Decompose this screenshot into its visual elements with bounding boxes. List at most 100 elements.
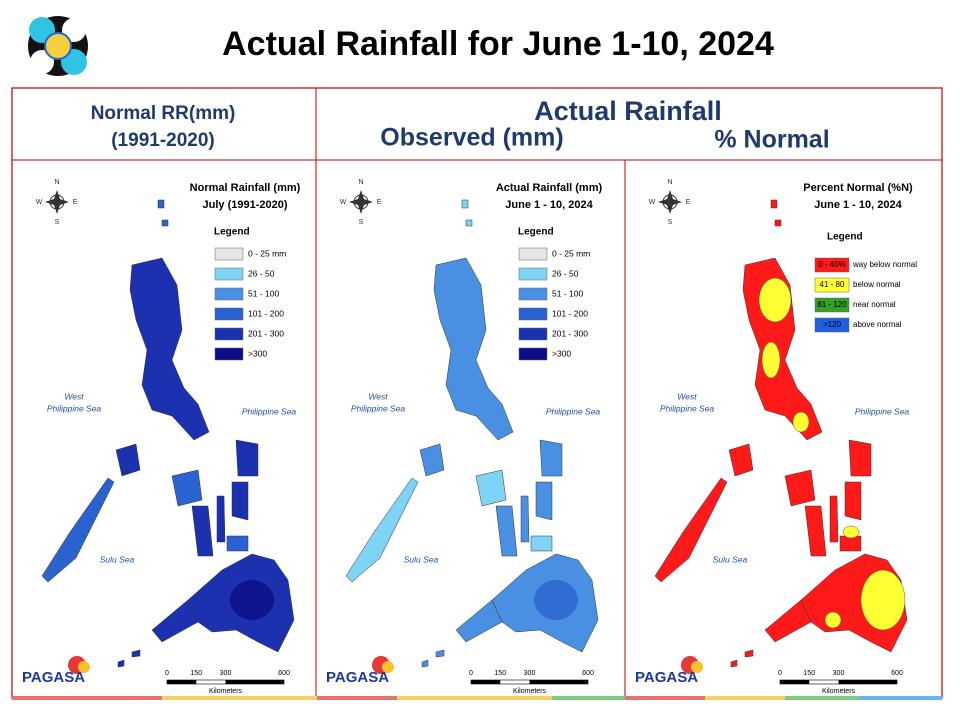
legend-label: 201 - 300 xyxy=(248,328,284,338)
legend-label: 101 - 200 xyxy=(248,308,284,318)
legend-swatch xyxy=(518,267,548,281)
header-normal: Normal RR(mm) xyxy=(91,103,236,124)
legend-label: >120 xyxy=(823,320,842,329)
island xyxy=(151,599,199,643)
island xyxy=(784,469,816,507)
compass-label: E xyxy=(73,199,78,206)
logo-mark xyxy=(691,661,703,673)
compass-ring xyxy=(662,194,678,210)
header-percent: % Normal xyxy=(714,126,829,154)
island xyxy=(157,199,169,227)
compass-label: N xyxy=(358,179,363,186)
legend-label: >300 xyxy=(248,348,267,358)
island xyxy=(129,257,210,441)
legend-label: 51 - 100 xyxy=(248,288,279,298)
scale-segment xyxy=(529,680,588,684)
header-observed: Observed (mm) xyxy=(380,124,563,152)
map-title: June 1 - 10, 2024 xyxy=(814,199,902,211)
legend-swatch xyxy=(214,247,244,261)
sea-label: Philippine Sea xyxy=(660,403,715,413)
sea-label: Philippine Sea xyxy=(47,403,102,413)
region xyxy=(824,611,842,629)
region xyxy=(758,277,792,323)
map-title: Normal Rainfall (mm) xyxy=(190,182,301,194)
sea-label: West xyxy=(64,391,84,401)
island xyxy=(539,439,563,477)
island xyxy=(191,505,214,557)
region xyxy=(761,341,781,379)
compass-label: S xyxy=(668,219,673,226)
map-title: Percent Normal (%N) xyxy=(803,182,913,194)
logo-mark xyxy=(78,661,90,673)
legend-swatch xyxy=(214,287,244,301)
legend-description: below normal xyxy=(853,280,901,289)
sea-label: Philippine Sea xyxy=(546,406,601,416)
island xyxy=(345,477,419,583)
legend-swatch xyxy=(214,267,244,281)
legend-swatch xyxy=(814,297,850,313)
island xyxy=(433,257,514,441)
scale-label: 300 xyxy=(833,670,845,677)
island xyxy=(530,535,553,552)
island xyxy=(461,199,473,227)
legend-label: 51 - 100 xyxy=(552,288,583,298)
compass-label: W xyxy=(36,199,43,206)
compass-label: W xyxy=(340,199,347,206)
scale-label: 0 xyxy=(165,670,169,677)
sea-label: Sulu Sea xyxy=(100,554,135,564)
map-title: June 1 - 10, 2024 xyxy=(505,199,593,211)
map-title: July (1991-2020) xyxy=(203,199,288,211)
map-title: Actual Rainfall (mm) xyxy=(496,182,603,194)
legend-title: Legend xyxy=(518,227,554,238)
island xyxy=(848,439,872,477)
header-normal: (1991-2020) xyxy=(111,130,215,151)
legend-description: way below normal xyxy=(852,260,917,269)
legend-label: 26 - 50 xyxy=(248,268,275,278)
island xyxy=(117,649,141,668)
island xyxy=(495,505,518,557)
scale-label: 150 xyxy=(803,670,815,677)
map-panel: N W E S Normal Rainfall (mm) July (1991-2020)… xyxy=(22,179,301,695)
compass-rose xyxy=(349,190,373,214)
island xyxy=(421,649,445,668)
sea-label: Philippine Sea xyxy=(242,406,297,416)
region xyxy=(860,569,906,631)
compass-label: S xyxy=(55,219,60,226)
scale-label: 600 xyxy=(278,670,290,677)
scale-segment xyxy=(838,680,897,684)
scale-label: 150 xyxy=(190,670,202,677)
island xyxy=(535,481,553,521)
scale-label: 0 xyxy=(778,670,782,677)
island xyxy=(728,443,754,477)
island xyxy=(231,481,249,521)
scale-label: 600 xyxy=(582,670,594,677)
compass-rose xyxy=(658,190,682,214)
legend-swatch xyxy=(814,317,850,333)
logo-text: PAGASA xyxy=(326,669,389,686)
sea-label: Philippine Sea xyxy=(351,403,406,413)
island xyxy=(41,477,115,583)
legend-description: above normal xyxy=(853,320,902,329)
header-actual: Actual Rainfall xyxy=(534,96,722,126)
island xyxy=(804,505,827,557)
compass-label: N xyxy=(54,179,59,186)
island xyxy=(770,199,782,227)
island xyxy=(216,495,226,543)
island xyxy=(839,535,862,552)
legend-swatch xyxy=(518,327,548,341)
legend-swatch xyxy=(518,287,548,301)
scale-unit: Kilometers xyxy=(209,688,243,695)
compass-label: E xyxy=(686,199,691,206)
sea-label: West xyxy=(368,391,388,401)
legend-label: 0 - 25 mm xyxy=(552,248,590,258)
scale-label: 300 xyxy=(220,670,232,677)
legend-label: 201 - 300 xyxy=(552,328,588,338)
island xyxy=(419,443,445,477)
scale-label: 600 xyxy=(891,670,903,677)
region xyxy=(230,580,274,620)
island xyxy=(226,535,249,552)
island xyxy=(115,443,141,477)
sea-label: Philippine Sea xyxy=(855,406,910,416)
legend-swatch xyxy=(518,247,548,261)
